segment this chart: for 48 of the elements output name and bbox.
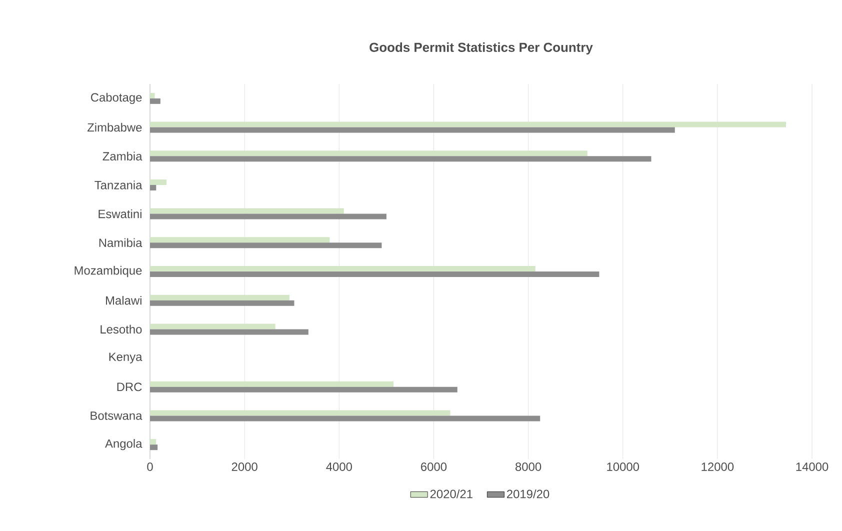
x-tick-label: 0 [147,462,153,471]
x-tick-label: 8000 [516,462,542,471]
bar [150,179,167,185]
y-tick-label: DRC [117,382,142,392]
legend-label: 2019/20 [506,489,550,498]
bar [150,237,330,243]
y-tick-label: Zimbabwe [87,122,142,132]
y-tick-label: Malawi [106,296,142,305]
x-tick-label: 6000 [421,462,447,471]
chart-title: Goods Permit Statistics Per Country [370,42,593,54]
y-tick-label: Botswana [90,412,142,420]
bar [150,122,786,128]
bar [150,329,308,335]
bar [150,416,540,422]
bar [150,439,156,445]
bar [150,410,450,416]
y-tick-label: Angola [105,439,142,450]
bar [150,156,652,162]
y-tick-label: Kenya [109,352,142,364]
y-tick-label: Tanzania [94,180,142,190]
bar [150,272,600,278]
bar [150,300,294,306]
x-tick-label: 2000 [232,462,258,471]
bar [150,242,382,248]
bar [150,324,276,330]
x-tick-label: 10000 [607,462,640,471]
legend-label: 2020/21 [430,489,472,498]
x-tick-label: 12000 [702,462,734,471]
x-tick-label: 14000 [796,462,828,471]
bar [150,214,386,220]
bar [150,208,344,214]
bar [150,127,675,133]
bar [150,386,458,392]
y-tick-label: Zambia [102,152,142,160]
x-tick-label: 4000 [326,462,352,471]
bar [150,150,588,156]
y-tick-label: Lesotho [100,324,142,334]
y-tick-label: Namibia [99,238,142,248]
bar [150,184,156,190]
bar [150,266,536,272]
bar [150,98,160,104]
y-tick-label: Cabotage [90,92,142,104]
bar [150,381,394,387]
y-tick-label: Eswatini [98,209,142,218]
bar [150,294,290,300]
y-tick-label: Mozambique [74,266,142,278]
bar [150,444,158,450]
bar [150,92,155,98]
